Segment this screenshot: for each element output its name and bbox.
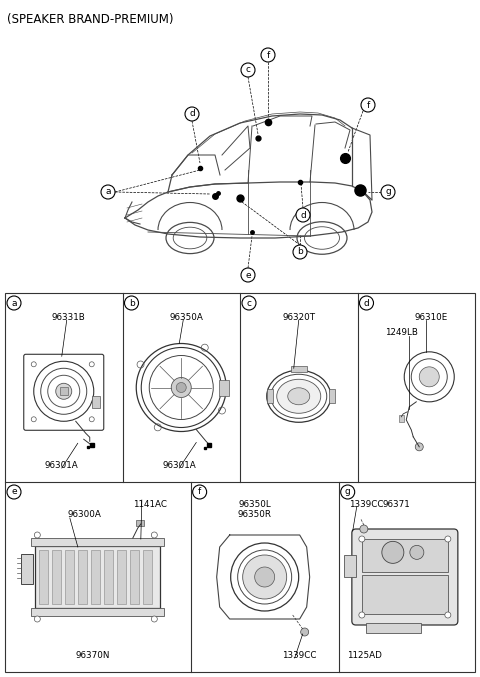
Circle shape <box>261 48 275 62</box>
Bar <box>144 550 152 604</box>
Bar <box>362 575 448 614</box>
Text: 96350L: 96350L <box>238 500 271 509</box>
Text: e: e <box>245 271 251 280</box>
Circle shape <box>361 98 375 112</box>
Bar <box>267 389 273 403</box>
Text: 96301A: 96301A <box>162 461 196 470</box>
Bar <box>219 380 229 395</box>
Circle shape <box>171 378 191 397</box>
Text: b: b <box>129 299 134 307</box>
Bar <box>136 520 144 526</box>
Text: b: b <box>297 248 303 257</box>
Circle shape <box>35 532 40 538</box>
Bar <box>344 555 356 577</box>
Bar <box>104 550 113 604</box>
Circle shape <box>382 542 404 563</box>
Text: 96370N: 96370N <box>76 651 110 660</box>
Circle shape <box>56 383 72 399</box>
Circle shape <box>243 555 287 599</box>
Circle shape <box>101 185 115 199</box>
Circle shape <box>176 383 186 393</box>
FancyBboxPatch shape <box>352 529 458 625</box>
Circle shape <box>296 208 310 222</box>
Circle shape <box>445 612 451 618</box>
Circle shape <box>241 268 255 282</box>
Bar <box>31 608 164 616</box>
Circle shape <box>360 525 368 533</box>
Circle shape <box>241 63 255 77</box>
Circle shape <box>192 485 207 499</box>
Circle shape <box>7 296 21 310</box>
Text: f: f <box>266 51 270 60</box>
Circle shape <box>293 245 307 259</box>
Text: f: f <box>198 487 201 496</box>
Bar <box>91 550 100 604</box>
Bar <box>21 554 33 584</box>
Circle shape <box>381 185 395 199</box>
Text: 96310E: 96310E <box>415 313 448 322</box>
Circle shape <box>242 296 256 310</box>
Circle shape <box>124 296 139 310</box>
Circle shape <box>151 616 157 622</box>
Circle shape <box>410 546 424 559</box>
Ellipse shape <box>288 388 310 405</box>
Text: 96350R: 96350R <box>238 510 272 519</box>
Bar <box>131 550 139 604</box>
Bar <box>36 546 160 608</box>
Text: 1339CC: 1339CC <box>282 651 317 660</box>
Text: 1339CC: 1339CC <box>348 500 383 509</box>
Circle shape <box>359 612 365 618</box>
Bar <box>329 389 335 403</box>
Text: 1125AD: 1125AD <box>347 651 382 660</box>
Text: 96301A: 96301A <box>45 461 79 470</box>
Bar <box>399 415 404 422</box>
Text: c: c <box>247 299 252 307</box>
Ellipse shape <box>277 379 321 413</box>
Circle shape <box>419 367 439 387</box>
Text: d: d <box>364 299 370 307</box>
Circle shape <box>360 296 373 310</box>
Circle shape <box>445 536 451 542</box>
Text: g: g <box>385 188 391 196</box>
Bar <box>366 623 421 633</box>
Bar <box>39 550 48 604</box>
Bar <box>60 387 68 395</box>
Bar <box>78 550 87 604</box>
Circle shape <box>151 532 157 538</box>
Circle shape <box>415 443 423 451</box>
Text: 96371: 96371 <box>383 500 410 509</box>
Bar <box>31 538 164 546</box>
Circle shape <box>185 107 199 121</box>
Bar <box>291 366 307 372</box>
Text: 96350A: 96350A <box>169 313 203 322</box>
Text: d: d <box>189 110 195 118</box>
Text: c: c <box>245 66 251 74</box>
Text: g: g <box>345 487 350 496</box>
Bar <box>92 396 100 408</box>
Text: d: d <box>300 211 306 219</box>
Text: 96300A: 96300A <box>68 510 102 519</box>
Bar <box>362 539 448 573</box>
Text: e: e <box>11 487 17 496</box>
Text: (SPEAKER BRAND-PREMIUM): (SPEAKER BRAND-PREMIUM) <box>7 13 173 26</box>
Circle shape <box>7 485 21 499</box>
Text: a: a <box>11 299 17 307</box>
Text: a: a <box>105 188 111 196</box>
Bar <box>65 550 74 604</box>
Circle shape <box>341 485 355 499</box>
Text: 96320T: 96320T <box>282 313 315 322</box>
Text: f: f <box>366 100 370 110</box>
Bar <box>5 293 475 672</box>
Text: 1249LB: 1249LB <box>385 328 418 337</box>
Bar <box>117 550 126 604</box>
Circle shape <box>255 567 275 587</box>
Circle shape <box>35 616 40 622</box>
Text: 1141AC: 1141AC <box>133 500 167 509</box>
Bar <box>52 550 61 604</box>
Circle shape <box>359 536 365 542</box>
Text: 96331B: 96331B <box>52 313 85 322</box>
Circle shape <box>300 628 309 636</box>
